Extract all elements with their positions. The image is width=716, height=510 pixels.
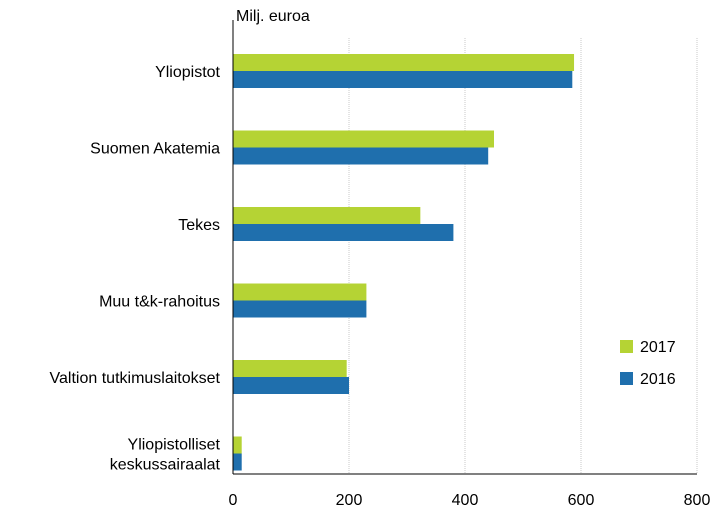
x-tick-label: 800 (684, 492, 711, 509)
bar-2016 (233, 377, 349, 394)
category-label: keskussairaalat (110, 457, 221, 474)
category-label: Yliopistot (155, 64, 220, 81)
unit-label: Milj. euroa (236, 8, 310, 25)
x-tick-label: 200 (336, 492, 363, 509)
category-label: Muu t&k-rahoitus (99, 294, 220, 311)
legend-label-2017: 2017 (640, 339, 676, 356)
bar-2017 (233, 436, 242, 454)
bar-2016 (233, 71, 573, 88)
legend-swatch-2016 (620, 372, 633, 385)
category-label: Valtion tutkimuslaitokset (50, 370, 221, 387)
category-label: Tekes (178, 217, 220, 234)
bar-2017 (233, 207, 421, 224)
bar-2016 (233, 300, 367, 318)
legend-swatch-2017 (620, 340, 633, 353)
x-tick-label: 0 (229, 492, 238, 509)
category-label: Suomen Akatemia (90, 141, 220, 158)
bar-2017 (233, 360, 347, 377)
x-tick-label: 400 (452, 492, 479, 509)
bar-2016 (233, 453, 242, 471)
bar-2017 (233, 54, 575, 71)
bar-2017 (233, 130, 494, 148)
bar-2017 (233, 283, 367, 301)
bar-2016 (233, 224, 454, 241)
category-label: Yliopistolliset (128, 437, 221, 454)
legend-label-2016: 2016 (640, 371, 676, 388)
bar-2016 (233, 147, 489, 165)
x-tick-label: 600 (568, 492, 595, 509)
